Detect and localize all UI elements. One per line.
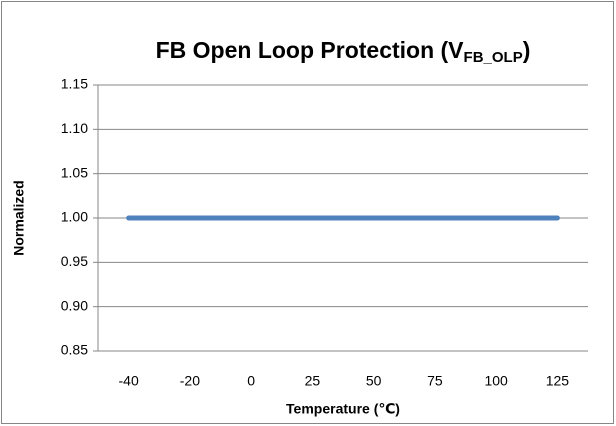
y-tick-label: 1.00 xyxy=(61,209,88,225)
x-tick-label: 25 xyxy=(305,373,321,389)
y-tick-label: 0.95 xyxy=(61,253,88,269)
x-tick-label: 50 xyxy=(366,373,382,389)
x-tick-label: 100 xyxy=(484,373,508,389)
y-tick-label: 0.85 xyxy=(61,342,88,358)
y-axis-label: Normalized xyxy=(11,180,27,255)
x-tick-label: -20 xyxy=(180,373,200,389)
chart-title: FB Open Loop Protection (V xyxy=(156,37,465,63)
y-tick-label: 1.10 xyxy=(61,120,88,136)
x-tick-label: 0 xyxy=(247,373,255,389)
x-tick-label: 125 xyxy=(546,373,570,389)
y-tick-label: 1.15 xyxy=(61,76,88,92)
x-tick-label: 75 xyxy=(427,373,443,389)
chart-title-subscript: FB_OLP xyxy=(464,49,523,66)
x-tick-label: -40 xyxy=(119,373,139,389)
chart-title-suffix: ) xyxy=(523,37,531,63)
y-tick-label: 0.90 xyxy=(61,297,88,313)
y-tick-label: 1.05 xyxy=(61,164,88,180)
chart-title-group: FB Open Loop Protection (VFB_OLP) xyxy=(156,37,531,66)
x-axis-label: Temperature (℃) xyxy=(286,401,400,417)
